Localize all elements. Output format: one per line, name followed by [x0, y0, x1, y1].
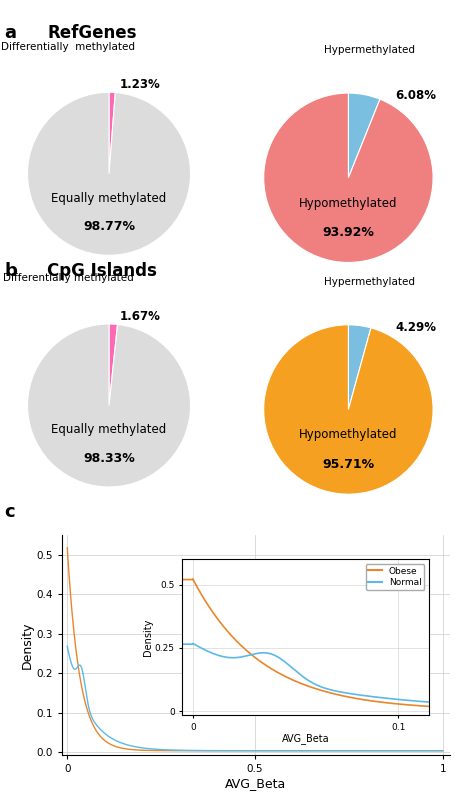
Text: 98.77%: 98.77%: [83, 221, 135, 233]
Text: a: a: [5, 24, 17, 42]
Y-axis label: Density: Density: [20, 622, 33, 669]
Text: Hypermethylated: Hypermethylated: [324, 45, 415, 55]
Text: c: c: [5, 503, 15, 522]
Text: CpG Islands: CpG Islands: [47, 262, 157, 280]
Legend: Obese, Normal: Obese, Normal: [365, 564, 424, 590]
Wedge shape: [264, 324, 433, 494]
Wedge shape: [27, 92, 191, 255]
Text: 4.29%: 4.29%: [396, 320, 437, 333]
Text: 1.23%: 1.23%: [119, 78, 160, 91]
Text: Equally methylated: Equally methylated: [51, 192, 167, 205]
Wedge shape: [27, 324, 191, 487]
Text: b: b: [5, 262, 18, 280]
X-axis label: AVG_Beta: AVG_Beta: [225, 777, 287, 790]
Text: 1.67%: 1.67%: [119, 310, 160, 323]
Text: Equally methylated: Equally methylated: [51, 423, 167, 436]
Wedge shape: [348, 93, 380, 177]
Text: 95.71%: 95.71%: [322, 458, 374, 471]
Text: Differentially methylated: Differentially methylated: [3, 273, 134, 283]
Wedge shape: [264, 93, 433, 262]
Text: Hypomethylated: Hypomethylated: [299, 428, 398, 441]
Wedge shape: [109, 92, 115, 174]
Y-axis label: Density: Density: [144, 618, 154, 656]
Text: Differentially  methylated: Differentially methylated: [1, 42, 135, 51]
Wedge shape: [348, 324, 371, 409]
Text: Hypermethylated: Hypermethylated: [324, 276, 415, 287]
Text: Hypomethylated: Hypomethylated: [299, 197, 398, 209]
Wedge shape: [109, 324, 118, 406]
Text: RefGenes: RefGenes: [47, 24, 137, 42]
Text: 93.92%: 93.92%: [322, 226, 374, 240]
X-axis label: AVG_Beta: AVG_Beta: [282, 733, 329, 744]
Text: 6.08%: 6.08%: [396, 89, 437, 101]
Text: 98.33%: 98.33%: [83, 452, 135, 465]
